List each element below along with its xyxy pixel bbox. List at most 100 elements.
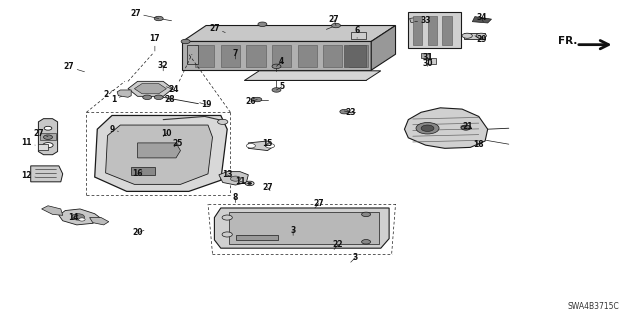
Text: 23: 23	[344, 108, 356, 117]
Polygon shape	[472, 17, 492, 23]
Text: 11: 11	[235, 177, 246, 186]
Polygon shape	[117, 90, 131, 97]
Polygon shape	[214, 208, 389, 248]
Text: SWA4B3715C: SWA4B3715C	[568, 302, 620, 311]
Polygon shape	[413, 16, 422, 45]
Text: 27: 27	[131, 9, 159, 19]
Polygon shape	[38, 119, 58, 155]
Circle shape	[266, 144, 275, 148]
Circle shape	[154, 16, 163, 21]
Polygon shape	[38, 144, 48, 150]
Text: 20: 20	[132, 228, 144, 237]
Polygon shape	[428, 16, 437, 45]
Circle shape	[246, 144, 255, 148]
Polygon shape	[371, 26, 396, 70]
Circle shape	[461, 125, 470, 130]
Polygon shape	[272, 45, 291, 67]
Circle shape	[79, 218, 85, 221]
Circle shape	[154, 95, 163, 100]
Text: 6: 6	[355, 26, 360, 38]
Polygon shape	[404, 108, 488, 148]
Circle shape	[222, 215, 232, 220]
Circle shape	[462, 33, 472, 38]
Circle shape	[362, 240, 371, 244]
Text: 4: 4	[276, 57, 284, 66]
Text: 26: 26	[246, 97, 257, 106]
Polygon shape	[408, 12, 461, 48]
Text: 3: 3	[351, 253, 358, 262]
Text: 15: 15	[262, 139, 273, 148]
Polygon shape	[428, 58, 436, 64]
Circle shape	[340, 109, 349, 114]
Circle shape	[230, 176, 241, 181]
Circle shape	[222, 232, 232, 237]
Text: 30: 30	[422, 59, 433, 68]
Text: 33: 33	[415, 16, 431, 25]
Text: 17: 17	[150, 34, 160, 51]
Text: 16: 16	[132, 169, 143, 178]
Polygon shape	[442, 16, 452, 45]
Text: 32: 32	[158, 61, 168, 71]
Text: 21: 21	[461, 122, 472, 131]
Polygon shape	[221, 45, 240, 67]
Text: 11: 11	[22, 138, 35, 147]
Text: 27: 27	[33, 129, 48, 138]
Polygon shape	[42, 206, 63, 215]
Text: 34: 34	[476, 13, 486, 22]
Circle shape	[253, 97, 262, 102]
Text: 9: 9	[109, 125, 118, 134]
Polygon shape	[244, 71, 381, 80]
Polygon shape	[40, 133, 56, 140]
Text: 29: 29	[475, 35, 486, 44]
Text: 27: 27	[314, 199, 324, 208]
Text: 27: 27	[262, 183, 273, 192]
Polygon shape	[31, 166, 63, 182]
Text: 28: 28	[164, 95, 175, 104]
Circle shape	[181, 39, 190, 44]
Text: 24: 24	[166, 85, 179, 94]
Polygon shape	[95, 115, 227, 191]
Text: 25: 25	[173, 139, 183, 148]
Text: 8: 8	[233, 193, 238, 203]
Polygon shape	[182, 26, 396, 41]
Circle shape	[332, 23, 340, 28]
Polygon shape	[219, 172, 248, 185]
Polygon shape	[134, 84, 166, 94]
Text: 27: 27	[329, 15, 339, 26]
Polygon shape	[248, 141, 274, 151]
Polygon shape	[349, 45, 368, 67]
Polygon shape	[106, 125, 212, 184]
Polygon shape	[236, 235, 278, 240]
Text: 7: 7	[233, 49, 238, 59]
Polygon shape	[344, 45, 366, 67]
Circle shape	[272, 64, 281, 69]
Circle shape	[258, 22, 267, 26]
Circle shape	[143, 95, 152, 100]
Polygon shape	[464, 33, 485, 39]
Polygon shape	[410, 17, 422, 23]
Polygon shape	[131, 167, 155, 175]
Text: 12: 12	[22, 171, 35, 180]
Polygon shape	[323, 45, 342, 67]
Circle shape	[416, 122, 439, 134]
Circle shape	[72, 214, 84, 220]
Text: 31: 31	[422, 53, 433, 62]
Text: 27: 27	[64, 63, 84, 72]
Polygon shape	[421, 53, 430, 58]
Text: 22: 22	[333, 241, 343, 249]
Circle shape	[44, 135, 52, 139]
Polygon shape	[351, 32, 366, 39]
Circle shape	[461, 125, 471, 130]
Circle shape	[272, 88, 281, 92]
Polygon shape	[229, 212, 379, 244]
Text: 3: 3	[291, 226, 296, 235]
Circle shape	[218, 119, 228, 124]
Circle shape	[248, 182, 252, 184]
Text: 14: 14	[68, 213, 79, 222]
Circle shape	[421, 125, 434, 131]
Circle shape	[245, 181, 254, 186]
Polygon shape	[195, 45, 214, 67]
Polygon shape	[187, 45, 198, 64]
Text: 1: 1	[111, 95, 122, 104]
Circle shape	[44, 126, 52, 130]
